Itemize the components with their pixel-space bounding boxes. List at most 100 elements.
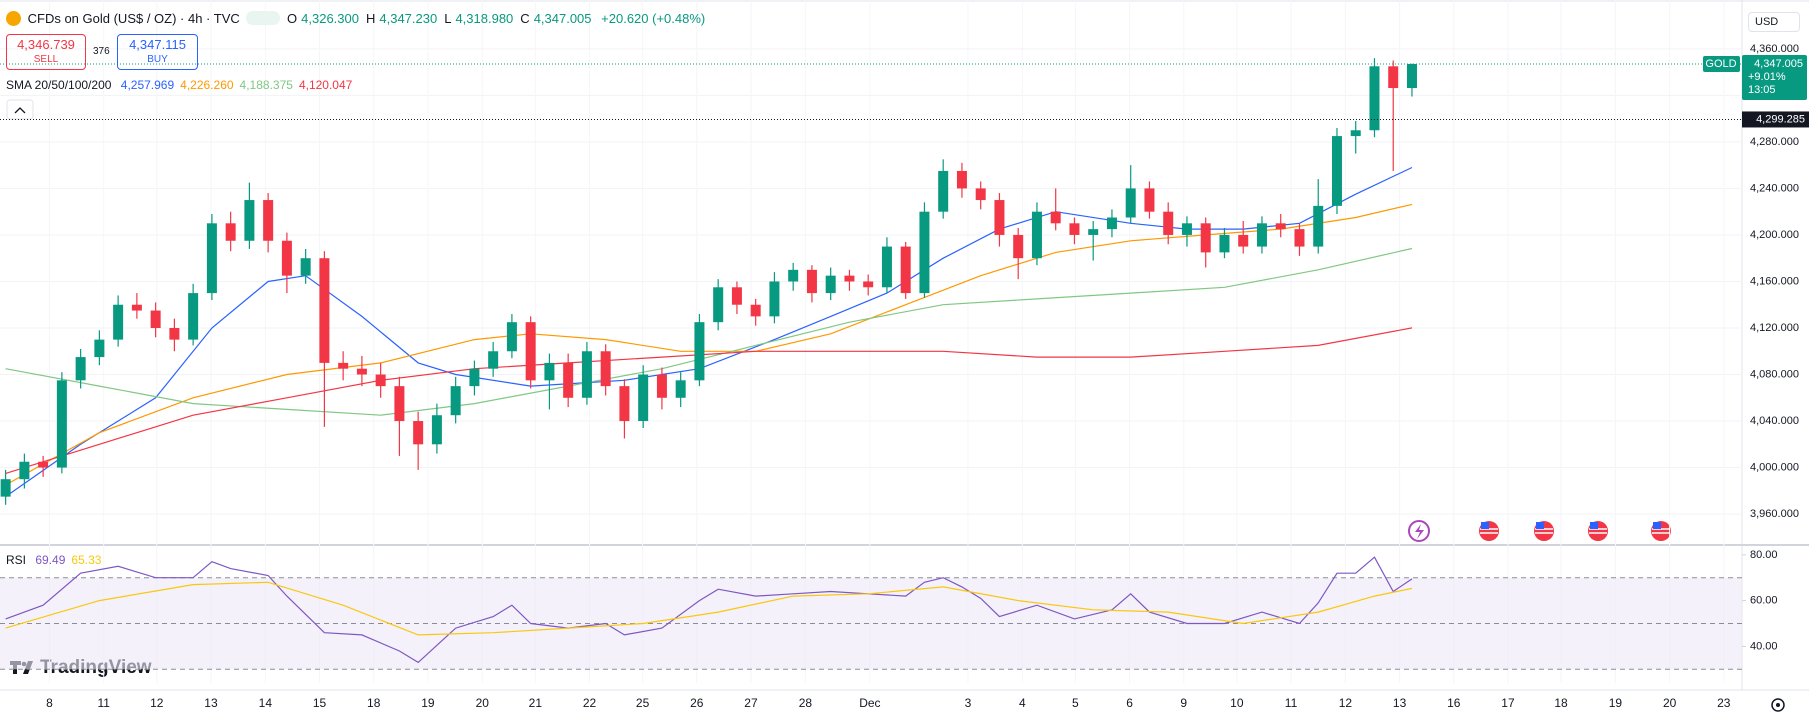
candle-body [469, 368, 480, 387]
candle-body [450, 386, 461, 416]
candle-body [863, 281, 874, 288]
candle-body [113, 304, 124, 340]
candle-body [881, 246, 892, 288]
collapse-arrow [14, 107, 26, 114]
candle-body [769, 281, 780, 317]
last-price-tag [1742, 54, 1807, 100]
ohlc: O 4,326.300 H 4,347.230 L 4,318.980 C 4,347.005 [287, 11, 595, 26]
candle-body [488, 351, 499, 369]
sell-price: 4,346.739 [17, 37, 75, 52]
status-badge [246, 11, 281, 25]
candle-body [1031, 211, 1042, 259]
currency-select[interactable]: USD [1748, 12, 1800, 32]
candle-body [1331, 136, 1342, 206]
symbol-title: CFDs on Gold (US$ / OZ) · 4h · TVC [27, 11, 240, 26]
x-tick-label: 5 [1072, 696, 1079, 710]
ohlc-value: 4,326.300 [301, 11, 359, 26]
symbol-icon [6, 11, 21, 26]
candle-body [431, 415, 442, 445]
candle-body [1388, 66, 1399, 89]
candle-body [1256, 223, 1267, 247]
candle-body [900, 246, 911, 294]
collapse-box[interactable] [6, 99, 34, 120]
candle-body [206, 223, 217, 294]
candle-body [975, 188, 986, 201]
rsi-line [5, 581, 1413, 636]
rsi-title: RSI [6, 553, 27, 567]
y-tick-label: 4,040.000 [1750, 415, 1799, 427]
x-tick-label: 19 [421, 696, 435, 710]
candle-body [19, 461, 30, 480]
x-tick-label: 16 [1447, 696, 1461, 710]
indicator-legend: SMA 20/50/100/200 4,257.969 4,226.260 4,18… [6, 78, 352, 92]
candle-body [319, 258, 330, 363]
x-tick-label: 20 [1663, 696, 1677, 710]
buy-button[interactable]: 4,347.115 BUY [117, 34, 198, 70]
grid [0, 48, 1742, 515]
y-tick-label: 80.00 [1750, 549, 1778, 561]
candle-body [600, 351, 611, 387]
x-tick-label: 10 [1230, 696, 1244, 710]
last-price-label: 4,347.005 [1754, 58, 1803, 70]
x-tick-label: 13 [1393, 696, 1407, 710]
ohlc-value: 4,347.005 [533, 11, 592, 26]
candle-body [750, 304, 761, 317]
candle-body [263, 200, 274, 241]
candle-body [188, 293, 199, 340]
candle-body [656, 374, 667, 398]
candle-body [544, 362, 555, 381]
x-tick-label: 12 [1339, 696, 1353, 710]
x-tick-label: 26 [690, 696, 704, 710]
candle-body [300, 258, 311, 276]
settings-icon[interactable] [1771, 698, 1785, 712]
gear[interactable] [1771, 698, 1785, 712]
ohlc-key: L [444, 11, 452, 26]
candle-body [56, 380, 67, 468]
candle-body [1106, 217, 1117, 230]
last-price-change: +9.01% [1748, 71, 1786, 83]
ohlc-key: O [287, 11, 298, 26]
sell-label: SELL [33, 54, 59, 65]
y-tick-label: 4,160.000 [1750, 275, 1799, 287]
candle-body [1088, 229, 1099, 235]
candle-body [994, 200, 1005, 235]
candle-body [413, 421, 424, 445]
rsi-legend: RSI 69.49 65.33 [6, 553, 101, 567]
y-tick-label: 4,120.000 [1750, 322, 1799, 334]
reference-tag [1742, 111, 1809, 128]
candle-body [338, 362, 349, 369]
x-tick-label: 13 [204, 696, 218, 710]
rsi-value: 69.49 [35, 553, 66, 567]
gear-hub [1776, 703, 1780, 707]
y-tick-label: 4,200.000 [1750, 229, 1799, 241]
reference-label: 4,299.285 [1756, 113, 1805, 125]
candle-body [1294, 229, 1305, 247]
candle-body [638, 374, 649, 422]
x-tick-label: 23 [1717, 696, 1731, 710]
collapse-button[interactable] [6, 99, 34, 120]
candle-body [844, 275, 855, 282]
candle-body [1069, 223, 1080, 235]
x-tick-label: 9 [1180, 696, 1187, 710]
candle-body [94, 339, 105, 358]
candle-body [1350, 130, 1361, 137]
y-tick-label: 40.00 [1750, 640, 1778, 652]
candle-body [1219, 234, 1230, 253]
y-tick-label: 4,080.000 [1750, 368, 1799, 380]
x-tick-label: 18 [367, 696, 381, 710]
candle-body [1181, 223, 1192, 235]
candle-body [919, 211, 930, 294]
event-icons [1408, 520, 1671, 542]
rsi-value: 65.33 [71, 553, 102, 567]
sell-button[interactable]: 4,346.739 SELL [6, 34, 86, 70]
candle-body [1125, 188, 1136, 218]
candle-body [956, 170, 967, 189]
symbol-label: GOLD [1705, 58, 1736, 70]
flag-icons [1479, 521, 1671, 541]
x-tick-label: 25 [636, 696, 650, 710]
candle-body [1238, 234, 1249, 247]
candle-body [938, 170, 949, 212]
x-tick-label: 15 [313, 696, 327, 710]
